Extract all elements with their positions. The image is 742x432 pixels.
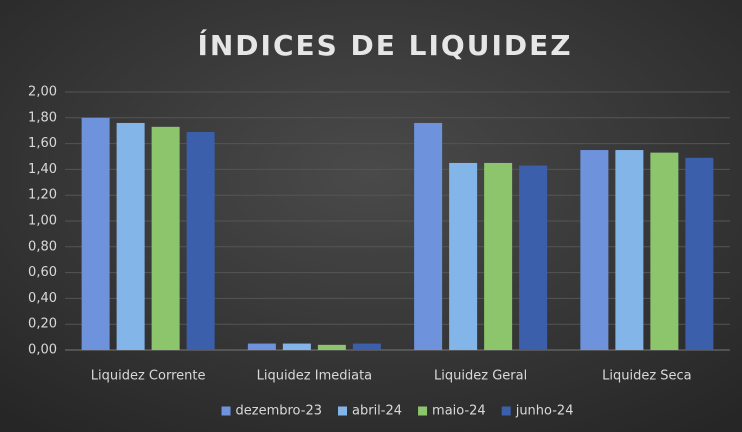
legend-label: dezembro-23: [236, 404, 322, 419]
y-tick-label: 2,00: [28, 85, 57, 100]
bar: [317, 344, 346, 350]
y-tick-label: 0,20: [28, 317, 57, 332]
x-tick-label: Liquidez Seca: [602, 369, 692, 384]
bar: [282, 343, 311, 350]
bar: [484, 162, 513, 350]
bar: [519, 165, 548, 350]
legend-swatch: [501, 406, 511, 416]
bar: [352, 343, 381, 350]
y-tick-label: 1,00: [28, 214, 57, 229]
legend-label: maio-24: [432, 404, 486, 419]
bar: [247, 343, 276, 350]
legend-swatch: [338, 406, 348, 416]
y-tick-label: 0,00: [28, 343, 57, 358]
legend-label: abril-24: [352, 404, 402, 419]
bar: [685, 157, 714, 350]
legend-swatch: [221, 406, 231, 416]
y-tick-label: 1,60: [28, 136, 57, 151]
bar: [81, 117, 110, 350]
bar: [615, 150, 644, 350]
y-tick-label: 0,40: [28, 291, 57, 306]
bar: [650, 152, 679, 350]
bar: [414, 122, 443, 351]
bar: [151, 126, 180, 350]
y-tick-label: 1,20: [28, 188, 57, 203]
x-tick-label: Liquidez Corrente: [91, 369, 206, 384]
bar: [449, 162, 478, 350]
chart-title: ÍNDICES DE LIQUIDEZ: [197, 28, 572, 62]
y-tick-label: 1,40: [28, 162, 57, 177]
legend-swatch: [418, 406, 428, 416]
bar: [116, 122, 145, 351]
bar: [186, 131, 215, 350]
legend-label: junho-24: [515, 404, 574, 419]
x-tick-label: Liquidez Geral: [434, 369, 527, 384]
y-tick-label: 1,80: [28, 110, 57, 125]
y-tick-label: 0,80: [28, 239, 57, 254]
bar: [580, 150, 609, 350]
y-tick-label: 0,60: [28, 265, 57, 280]
x-tick-label: Liquidez Imediata: [257, 369, 373, 384]
